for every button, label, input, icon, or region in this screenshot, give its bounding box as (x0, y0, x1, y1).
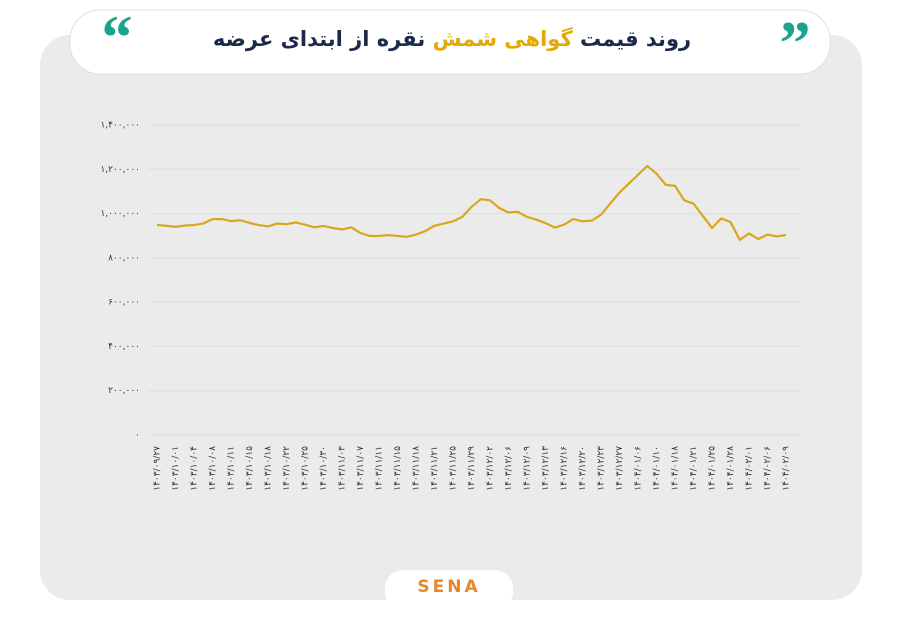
x-tick-label: ۱۴۰۴/۰۱/۲۸ (726, 446, 736, 491)
y-tick-label: ۰ (135, 431, 140, 441)
x-tick-label: ۱۴۰۳/۱۰/۳۰ (319, 446, 329, 491)
x-tick-label: ۱۴۰۳/۱۱/۱۱ (375, 446, 385, 491)
x-tick-label: ۱۴۰۳/۱۲/۲۷ (615, 446, 625, 491)
x-tick-label: ۱۴۰۴/۰۱/۱۰ (652, 446, 662, 491)
title-part: نقره از ابتدای عرضه (213, 27, 433, 51)
chart-title: روند قیمت گواهی شمش نقره از ابتدای عرضه (213, 26, 691, 51)
x-tick-label: ۱۴۰۳/۱۲/۰۶ (504, 446, 514, 491)
x-tick-label: ۱۴۰۳/۱۱/۰۳ (338, 446, 348, 491)
x-tick-label: ۱۴۰۳/۱۰/۰۴ (190, 446, 200, 491)
x-tick-label: ۱۴۰۳/۱۱/۱۸ (412, 446, 422, 491)
logo-box (385, 570, 513, 610)
y-tick-label: ۸۰۰,۰۰۰ (108, 253, 140, 263)
quote-icon: ” (780, 10, 811, 78)
card (40, 35, 862, 600)
x-tick-label: ۱۴۰۳/۱۰/۲۲ (282, 446, 292, 491)
title-pill (69, 9, 831, 75)
title-part: روند قیمت (573, 27, 691, 51)
x-tick-label: ۱۴۰۳/۱۱/۲۱ (430, 446, 440, 491)
x-tick-label: ۱۴۰۳/۱۲/۱۳ (541, 446, 551, 491)
x-tick-label: ۱۴۰۳/۱۰/۲۵ (301, 446, 311, 491)
x-tick-label: ۱۴۰۳/۱۱/۲۵ (449, 446, 459, 491)
x-tick-label: ۱۴۰۳/۱۱/۰۷ (356, 446, 366, 491)
y-tick-label: ۱,۲۰۰,۰۰۰ (100, 165, 140, 175)
y-tick-label: ۲۰۰,۰۰۰ (108, 386, 140, 396)
quote-icon: “ (102, 4, 133, 72)
y-tick-label: ۱,۴۰۰,۰۰۰ (100, 121, 140, 131)
x-tick-label: ۱۴۰۳/۱۲/۱۶ (560, 446, 570, 491)
x-tick-label: ۱۴۰۴/۰۲/۰۶ (763, 446, 773, 491)
x-tick-label: ۱۴۰۴/۰۱/۱۸ (671, 446, 681, 491)
x-tick-label: ۱۴۰۴/۰۲/۰۹ (782, 446, 792, 491)
x-tick-label: ۱۴۰۳/۱۱/۲۹ (467, 446, 477, 491)
x-tick-label: ۱۴۰۳/۱۲/۰۲ (486, 446, 496, 491)
x-tick-label: ۱۴۰۳/۱۲/۰۹ (523, 446, 533, 491)
x-tick-label: ۱۴۰۳/۱۲/۲۳ (597, 446, 607, 491)
y-tick-label: ۶۰۰,۰۰۰ (108, 298, 140, 308)
x-tick-label: ۱۴۰۳/۱۰/۰۱ (171, 446, 181, 491)
x-tick-label: ۱۴۰۳/۱۰/۱۵ (245, 446, 255, 491)
x-tick-label: ۱۴۰۳/۱۲/۲۰ (578, 446, 588, 491)
x-tick-label: ۱۴۰۳/۱۰/۱۱ (227, 446, 237, 491)
x-tick-label: ۱۴۰۳/۰۹/۲۷ (153, 446, 163, 491)
x-tick-label: ۱۴۰۳/۱۰/۱۸ (264, 446, 274, 491)
x-tick-label: ۱۴۰۴/۰۱/۰۶ (634, 446, 644, 491)
y-tick-label: ۴۰۰,۰۰۰ (108, 342, 140, 352)
x-tick-label: ۱۴۰۴/۰۱/۲۵ (708, 446, 718, 491)
x-tick-label: ۱۴۰۳/۱۱/۱۵ (393, 446, 403, 491)
x-tick-label: ۱۴۰۳/۱۰/۰۸ (208, 446, 218, 491)
logo: SENA (417, 577, 480, 597)
title-part: گواهی شمش (433, 26, 574, 51)
line (156, 164, 787, 242)
x-tick-label: ۱۴۰۴/۰۲/۰۱ (745, 446, 755, 491)
y-tick-label: ۱,۰۰۰,۰۰۰ (100, 209, 140, 219)
x-tick-label: ۱۴۰۴/۰۱/۲۱ (689, 446, 699, 491)
